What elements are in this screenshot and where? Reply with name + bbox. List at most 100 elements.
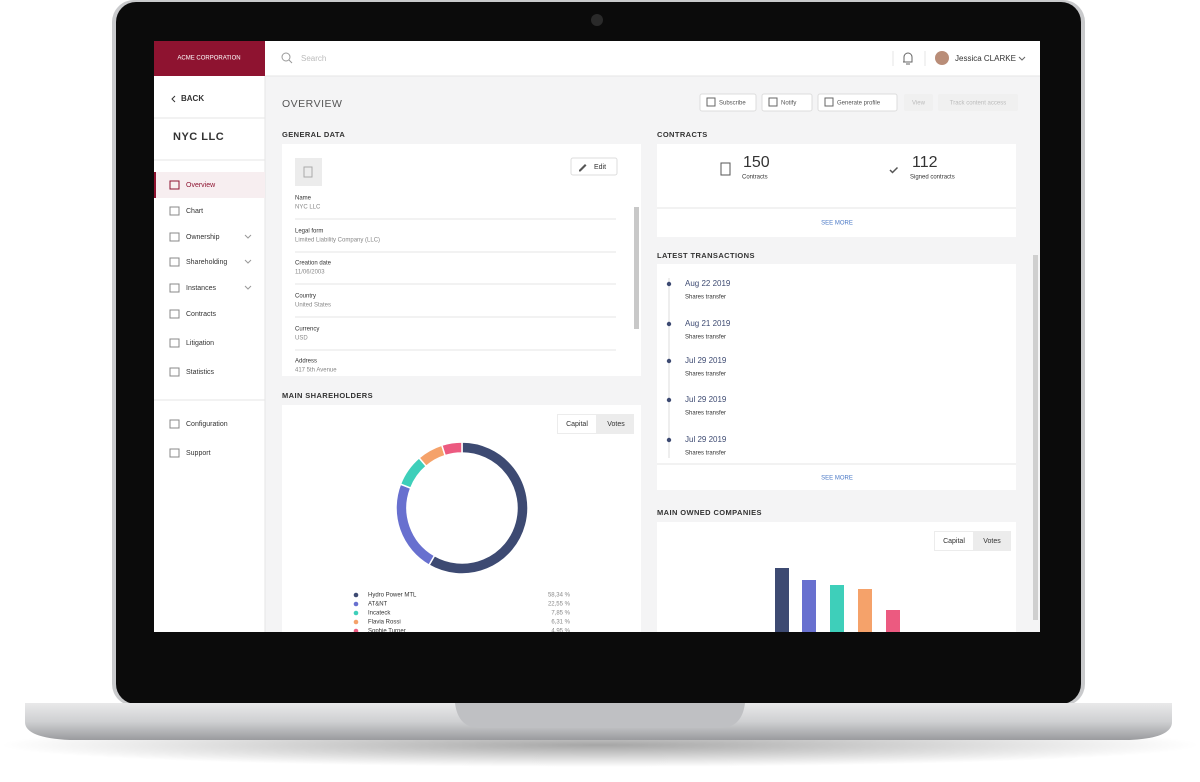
chevron [244, 259, 252, 264]
contract-icon [720, 162, 731, 176]
menu-item[interactable]: Configuration [186, 421, 228, 428]
stat-label: Signed contracts [910, 175, 955, 181]
action-label[interactable]: Track content access [950, 101, 1006, 107]
menu-icon [169, 419, 180, 429]
toggle-option[interactable]: Capital [566, 421, 588, 428]
field-value: Limited Liability Company (LLC) [295, 238, 380, 244]
scrollbar[interactable] [634, 207, 639, 329]
user-name[interactable]: Jessica CLARKE [955, 54, 1016, 63]
tx-date[interactable]: Jul 29 2019 [685, 435, 727, 444]
tx-date[interactable]: Jul 29 2019 [685, 395, 727, 404]
timeline-dot [666, 281, 672, 287]
avatar[interactable] [935, 51, 949, 65]
menu-item[interactable]: Ownership [186, 234, 220, 241]
donut-segment [440, 441, 463, 457]
field-label: Currency [295, 327, 319, 333]
legend-label: Sophie Turner [368, 629, 406, 635]
action-button[interactable] [904, 94, 933, 111]
bar [858, 589, 872, 632]
search-icon [281, 52, 291, 62]
tx-type: Shares transfer [685, 295, 726, 301]
legend-value: 22,55 % [548, 602, 571, 608]
back-link[interactable]: BACK [181, 94, 204, 103]
field-value: 11/06/2003 [295, 270, 325, 276]
legend-swatch [353, 610, 359, 616]
legend-label: Hydro Power MTL [368, 593, 417, 599]
action-button[interactable] [817, 93, 898, 112]
menu-icon [169, 180, 180, 190]
transactions-card [657, 264, 1016, 490]
tx-date[interactable]: Jul 29 2019 [685, 356, 727, 365]
menu-item[interactable]: Instances [186, 285, 216, 292]
contracts-card [657, 144, 1016, 237]
menu-icon [169, 206, 180, 216]
bar [802, 580, 816, 632]
tx-date[interactable]: Aug 22 2019 [685, 279, 731, 288]
see-more[interactable]: SEE MORE [821, 221, 853, 227]
general-card [282, 144, 641, 376]
company: ACME CORPORATION [177, 56, 240, 62]
field-value: United States [295, 303, 331, 309]
legend-value: 7,85 % [551, 611, 570, 617]
legend-swatch [353, 601, 359, 607]
stat-value: 112 [912, 154, 938, 171]
section-title: MAIN OWNED COMPANIES [657, 508, 762, 517]
toggle-option[interactable]: Capital [943, 538, 965, 545]
timeline-dot [666, 321, 672, 327]
menu-item[interactable]: Overview [186, 182, 216, 189]
menu-item[interactable]: Chart [186, 208, 203, 215]
menu-item[interactable]: Contracts [186, 311, 216, 318]
field-label: Country [295, 294, 316, 300]
section-title: MAIN SHAREHOLDERS [282, 391, 373, 400]
action-label[interactable]: View [912, 101, 926, 107]
field-label: Legal form [295, 229, 323, 235]
menu-icon [169, 309, 180, 319]
toggle-option[interactable]: Votes [983, 538, 1001, 545]
bell-icon[interactable] [903, 52, 913, 65]
menu-item[interactable]: Statistics [186, 369, 215, 376]
field-value: 417 5th Avenue [295, 368, 337, 374]
action-button[interactable] [938, 94, 1018, 111]
legend-swatch [353, 619, 359, 625]
field-label: Address [295, 359, 317, 365]
menu-item[interactable]: Shareholding [186, 259, 227, 266]
check-icon [889, 166, 899, 174]
see-more[interactable]: SEE MORE [821, 476, 853, 482]
search-input[interactable]: Search [301, 54, 326, 63]
field-label: Name [295, 196, 312, 202]
sidebar [154, 76, 265, 632]
page-scrollbar[interactable] [1033, 255, 1038, 620]
action-icon [824, 97, 834, 107]
action-label[interactable]: Notify [781, 101, 796, 107]
toggle-option[interactable]: Votes [607, 421, 625, 428]
edit-button[interactable] [570, 157, 618, 176]
bar [775, 568, 789, 632]
topbar [154, 41, 1040, 76]
menu-item[interactable]: Litigation [186, 340, 214, 347]
edit-label[interactable]: Edit [594, 164, 606, 171]
legend-value: 4,95 % [551, 629, 570, 635]
field-value: USD [295, 336, 308, 342]
screen: ACME CORPORATION Search Jessica CLARKE B… [154, 41, 1040, 635]
menu-icon [169, 367, 180, 377]
bar [830, 585, 844, 632]
entity-name: NYC LLC [173, 131, 224, 143]
menu-item[interactable]: Support [186, 450, 211, 457]
timeline-dot [666, 397, 672, 403]
tx-date[interactable]: Aug 21 2019 [685, 319, 731, 328]
timeline-dot [666, 437, 672, 443]
field-value: NYC LLC [295, 205, 321, 211]
menu-icon [169, 257, 180, 267]
menu-icon [169, 232, 180, 242]
shareholders-card [282, 405, 641, 632]
action-label[interactable]: Generate profile [837, 101, 881, 107]
legend-value: 58,34 % [548, 593, 571, 599]
legend-value: 6,31 % [551, 620, 570, 626]
timeline-dot [666, 358, 672, 364]
section-title: GENERAL DATA [282, 130, 345, 139]
menu-icon [169, 283, 180, 293]
action-label[interactable]: Subscribe [719, 101, 746, 107]
logo-placeholder [295, 158, 322, 186]
action-icon [768, 97, 778, 107]
